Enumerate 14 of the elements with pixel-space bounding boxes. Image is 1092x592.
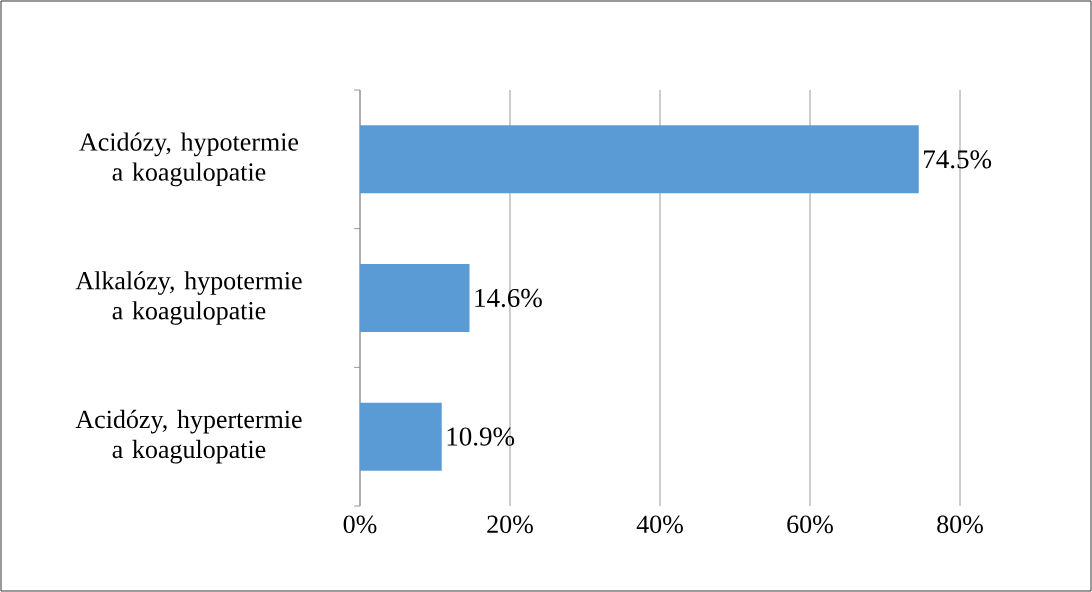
bar bbox=[360, 402, 442, 471]
x-tick-label: 60% bbox=[787, 515, 833, 534]
data-label: 14.6% bbox=[475, 288, 542, 308]
y-tick-label: Acidózy, hypertermie a koagulopatie bbox=[75, 409, 302, 464]
y-tick-label: Acidózy, hypotermie a koagulopatie bbox=[79, 132, 299, 187]
x-tick-label: 40% bbox=[636, 515, 683, 534]
x-tick-label: 20% bbox=[487, 515, 533, 534]
x-tick-label: 0% bbox=[343, 515, 377, 534]
data-label: 74.5% bbox=[924, 150, 992, 169]
x-tick-label: 80% bbox=[937, 515, 983, 534]
bar bbox=[360, 264, 470, 332]
data-label: 10.9% bbox=[447, 427, 515, 446]
bar bbox=[360, 125, 919, 194]
y-tick-label: Alkalózy, hypotermie a koagulopatie bbox=[75, 271, 302, 325]
